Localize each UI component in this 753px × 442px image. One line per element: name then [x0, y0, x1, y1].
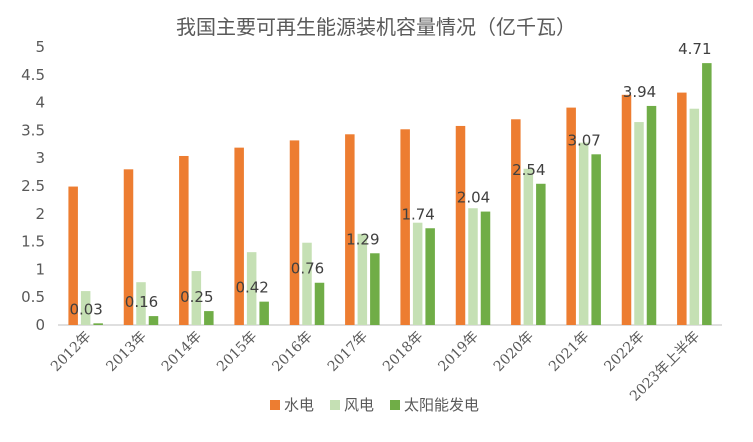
bar	[480, 211, 491, 325]
data-label: 2.54	[512, 161, 545, 179]
bar	[621, 94, 632, 325]
bar	[646, 105, 657, 325]
y-tick-label: 5	[35, 38, 45, 56]
data-label: 0.42	[235, 279, 268, 297]
x-tick-label: 2019年	[435, 329, 481, 375]
legend-swatch	[390, 400, 400, 410]
x-tick-label: 2014年	[159, 329, 205, 375]
data-label: 2.04	[457, 189, 490, 207]
bar	[302, 242, 312, 325]
bars-layer	[68, 63, 712, 326]
data-label: 0.76	[291, 260, 324, 278]
y-tick-label: 3	[35, 149, 45, 167]
x-tick-label: 2015年	[214, 329, 260, 375]
bar	[634, 122, 644, 325]
x-tick-label: 2020年	[491, 329, 537, 375]
y-tick-label: 2.5	[21, 177, 45, 195]
data-label: 3.94	[623, 83, 656, 101]
bar	[677, 92, 687, 325]
bar	[536, 183, 546, 325]
x-tick-label: 2017年	[325, 329, 371, 375]
y-tick-label: 1.5	[21, 233, 45, 251]
bar	[591, 154, 601, 325]
legend-label: 太阳能发电	[404, 396, 479, 414]
bar	[259, 301, 269, 325]
bar	[468, 208, 478, 325]
bar	[425, 228, 435, 325]
bar	[93, 323, 103, 325]
bar	[523, 168, 534, 325]
x-tick-label: 2012年	[48, 329, 94, 375]
bar	[68, 186, 78, 325]
x-tick-label: 2021年	[546, 329, 592, 375]
data-label: 1.29	[346, 230, 379, 248]
bar	[80, 291, 91, 325]
x-tick-label: 2016年	[269, 329, 315, 375]
bar	[689, 108, 700, 325]
chart-title: 我国主要可再生能源装机容量情况（亿千瓦）	[176, 15, 576, 39]
y-tick-label: 3.5	[21, 121, 45, 139]
y-axis: 0 0.5 1 1.5 2 2.5 3 3.5 4 4.5 5	[21, 38, 45, 334]
bar	[702, 63, 712, 326]
bar	[578, 142, 589, 325]
bar	[345, 134, 355, 325]
y-tick-label: 1	[35, 260, 45, 278]
y-tick-label: 2	[35, 205, 45, 223]
bar	[204, 311, 214, 325]
x-axis: 2012年 2013年 2014年 2015年 2016年 2017年 2018年 2019年…	[48, 329, 703, 405]
legend-swatch	[270, 400, 280, 410]
data-label: 0.25	[180, 288, 213, 306]
bar	[412, 222, 423, 325]
bar	[400, 129, 410, 325]
bar	[370, 253, 380, 325]
y-tick-label: 0.5	[21, 288, 45, 306]
bar	[136, 282, 146, 325]
x-tick-label: 2018年	[380, 329, 426, 375]
data-label: 1.74	[401, 205, 434, 223]
y-tick-label: 4	[35, 94, 45, 112]
x-tick-label: 2022年	[601, 329, 647, 375]
y-tick-label: 0	[35, 316, 45, 334]
bar	[123, 169, 134, 325]
bar	[179, 155, 189, 325]
bar	[566, 107, 576, 325]
legend-label: 水电	[284, 396, 314, 414]
bar	[191, 271, 202, 325]
legend-label: 风电	[344, 396, 374, 414]
data-label: 4.71	[678, 40, 711, 58]
legend: 水电 风电 太阳能发电	[270, 396, 479, 414]
legend-swatch	[330, 400, 340, 410]
bar	[148, 316, 159, 325]
bar	[234, 147, 244, 325]
data-label: 0.03	[69, 300, 102, 318]
bar	[511, 119, 521, 325]
y-tick-label: 4.5	[21, 66, 45, 84]
bar	[246, 252, 257, 325]
bar	[314, 282, 325, 325]
data-label: 0.16	[125, 293, 158, 311]
bar	[455, 125, 466, 326]
data-label: 3.07	[567, 131, 600, 149]
data-labels-layer: 0.03 0.16 0.25 0.42 0.76 1.29 1.74 2.04 2.54 3.07…	[69, 40, 711, 318]
bar	[289, 140, 300, 325]
x-tick-label: 2013年	[103, 329, 149, 375]
bar	[357, 233, 368, 325]
